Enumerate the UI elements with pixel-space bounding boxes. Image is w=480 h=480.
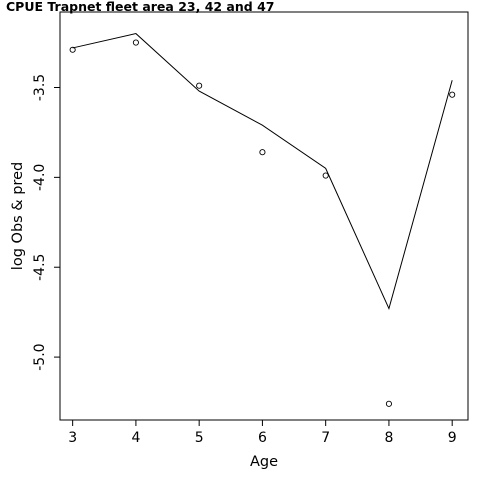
series-layer bbox=[69, 33, 456, 407]
y-tick-label: -5.0 bbox=[32, 343, 48, 370]
x-tick-label: 5 bbox=[195, 430, 204, 446]
x-axis: 3 4 5 6 7 8 9 bbox=[68, 419, 457, 446]
observed-point bbox=[132, 39, 139, 46]
observed-point bbox=[259, 149, 266, 156]
predicted-line bbox=[72, 33, 453, 311]
x-tick-label: 3 bbox=[68, 430, 77, 446]
x-axis-label: Age bbox=[250, 454, 278, 470]
x-tick-label: 6 bbox=[258, 430, 267, 446]
x-tick-label: 9 bbox=[448, 430, 457, 446]
y-tick-label: -4.0 bbox=[32, 164, 48, 191]
chart-title: CPUE Trapnet fleet area 23, 42 and 47 bbox=[6, 0, 274, 14]
observed-point bbox=[196, 82, 203, 89]
observed-point bbox=[385, 400, 392, 407]
observed-point bbox=[449, 91, 456, 98]
x-tick-label: 7 bbox=[321, 430, 330, 446]
x-tick-label: 4 bbox=[131, 430, 140, 446]
y-tick-label: -4.5 bbox=[32, 254, 48, 281]
observed-point bbox=[322, 172, 329, 179]
y-axis-label: log Obs & pred bbox=[10, 162, 26, 270]
plot-area bbox=[59, 11, 469, 421]
x-tick-label: 8 bbox=[384, 430, 393, 446]
y-tick-label: -3.5 bbox=[32, 74, 48, 101]
y-axis: -3.5 -4.0 -4.5 -5.0 bbox=[32, 74, 61, 371]
observed-point bbox=[69, 46, 76, 53]
